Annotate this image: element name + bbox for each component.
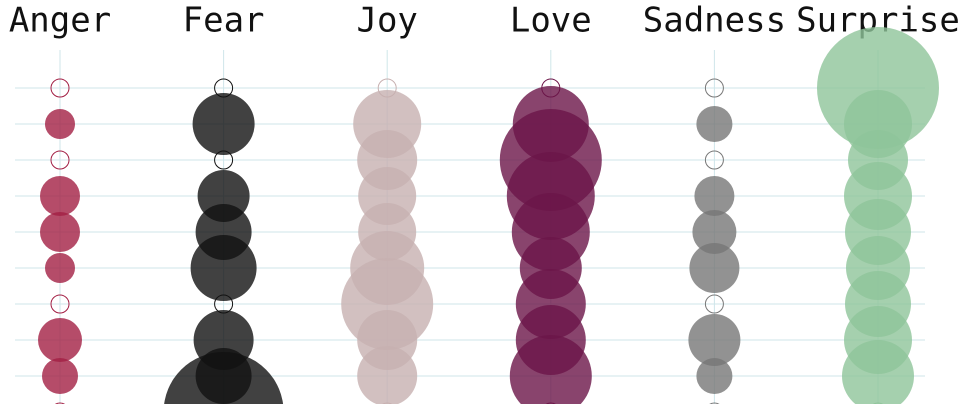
bubble [872, 402, 884, 404]
column-title: Sadness [643, 1, 786, 41]
bubble [545, 402, 556, 404]
bubble [164, 352, 284, 404]
bubble [40, 176, 80, 216]
bubble [192, 93, 255, 155]
bubble [45, 109, 75, 139]
column-title: Love [510, 1, 592, 41]
bubble [509, 335, 592, 404]
bubble [45, 253, 75, 283]
bubble [382, 402, 393, 404]
bubble [50, 150, 70, 170]
bubble [357, 346, 418, 404]
bubble [709, 402, 720, 404]
bubble [692, 210, 737, 254]
bubble [214, 150, 234, 170]
bubble [50, 294, 70, 314]
bubble [704, 294, 724, 314]
bubble [42, 358, 78, 394]
bubble [190, 235, 257, 301]
column-title: Joy [356, 1, 417, 41]
bubble [704, 78, 724, 98]
column-title: Fear [183, 1, 265, 41]
bubble [842, 340, 914, 404]
bubble [694, 176, 735, 216]
bubble [696, 358, 733, 394]
bubble [704, 150, 724, 170]
bubble [688, 314, 741, 366]
bubble [696, 106, 733, 142]
bubble [50, 78, 70, 98]
bubble [689, 243, 740, 293]
column-title: Anger [9, 1, 111, 41]
bubble [40, 212, 80, 252]
bubble [54, 402, 66, 404]
bubble [38, 318, 82, 362]
